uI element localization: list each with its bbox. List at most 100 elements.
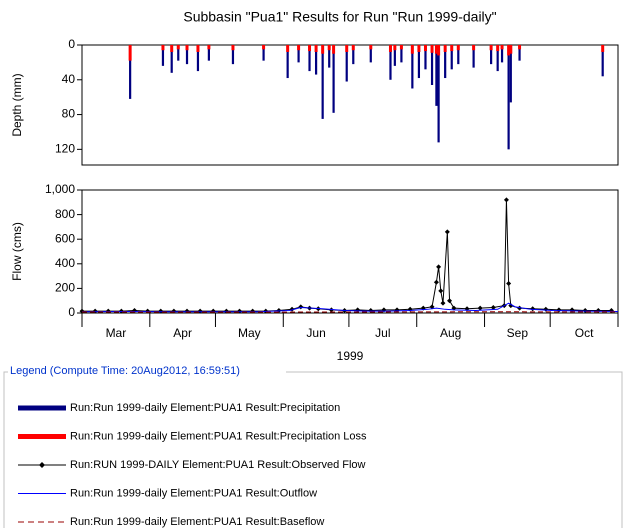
- bar: [417, 45, 421, 79]
- x-tick-label: Mar: [106, 326, 127, 340]
- bar: [369, 45, 372, 63]
- bar: [231, 45, 235, 51]
- bar: [207, 45, 210, 61]
- bar: [286, 45, 289, 79]
- bar: [297, 45, 300, 63]
- x-tick-label: Sep: [507, 326, 529, 340]
- bar: [601, 45, 605, 52]
- point: [444, 229, 450, 235]
- bar: [450, 45, 453, 70]
- bar: [393, 45, 397, 51]
- bar: [177, 45, 180, 61]
- bar: [490, 45, 493, 65]
- point: [436, 264, 442, 270]
- point: [447, 298, 453, 304]
- bar: [351, 45, 355, 51]
- bar: [489, 45, 493, 51]
- legend-title-bg: [8, 364, 286, 378]
- bar: [297, 45, 301, 51]
- y-tick-label: 80: [62, 107, 76, 121]
- bar: [456, 45, 460, 51]
- bar: [507, 45, 511, 56]
- bar: [430, 45, 434, 85]
- bar: [399, 45, 403, 50]
- bar: [369, 45, 373, 50]
- point: [506, 280, 512, 286]
- bar: [393, 45, 396, 66]
- bar: [424, 45, 427, 70]
- bar: [411, 45, 414, 89]
- bar: [185, 45, 189, 65]
- bar: [389, 45, 392, 80]
- legend-label: Run:Run 1999-daily Element:PUA1 Result:B…: [70, 516, 324, 528]
- bar: [472, 45, 476, 51]
- bar: [129, 45, 132, 99]
- legend-box: [3, 371, 623, 528]
- bar: [423, 45, 427, 52]
- bar: [161, 45, 165, 51]
- bar: [345, 45, 349, 52]
- y-tick-label: 0: [68, 305, 75, 319]
- x-axis-label: 1999: [337, 349, 364, 363]
- bar: [434, 45, 438, 54]
- point: [438, 288, 444, 294]
- y-tick-label: 0: [68, 37, 75, 51]
- y-tick-label: 40: [62, 72, 76, 86]
- bar: [435, 45, 438, 106]
- y-tick-label: 120: [55, 142, 75, 156]
- bar: [388, 45, 392, 52]
- bar: [170, 45, 174, 52]
- bar: [509, 45, 513, 54]
- y-tick-label: 800: [55, 207, 75, 221]
- point: [451, 305, 457, 311]
- x-tick-label: Oct: [575, 326, 594, 340]
- y-tick-label: 600: [55, 231, 75, 245]
- bar: [321, 45, 324, 119]
- bar: [161, 45, 165, 66]
- y-axis-label: Depth (mm): [10, 73, 24, 136]
- bar: [328, 45, 331, 68]
- bar: [601, 45, 604, 77]
- bar: [176, 45, 180, 50]
- point: [517, 305, 523, 311]
- bar: [417, 45, 421, 52]
- bar: [500, 45, 504, 63]
- bar: [308, 45, 311, 72]
- bar: [128, 45, 132, 61]
- legend-label: Run:Run 1999-daily Element:PUA1 Result:P…: [70, 402, 340, 414]
- legend-label: Run:Run 1999-daily Element:PUA1 Result:P…: [70, 430, 367, 442]
- point: [440, 300, 446, 306]
- bar: [327, 45, 331, 51]
- point: [490, 304, 496, 310]
- point: [503, 197, 509, 203]
- bar: [345, 45, 348, 82]
- bar: [262, 45, 266, 50]
- y-tick-label: 200: [55, 281, 75, 295]
- bar: [410, 45, 414, 54]
- point: [477, 305, 483, 311]
- bar: [196, 45, 200, 52]
- bar: [314, 45, 318, 75]
- bar: [496, 45, 499, 72]
- bar: [400, 45, 403, 63]
- legend-title: Legend (Compute Time: 20Aug2012, 16:59:5…: [10, 365, 240, 377]
- bar: [500, 45, 504, 50]
- bar: [437, 45, 441, 56]
- point: [433, 279, 439, 285]
- bar: [518, 45, 522, 50]
- bar: [207, 45, 211, 50]
- bar: [286, 45, 290, 52]
- y-tick-label: 1,000: [45, 182, 75, 196]
- bar: [450, 45, 454, 52]
- bar: [308, 45, 312, 52]
- bar: [437, 45, 440, 143]
- bar: [443, 45, 447, 52]
- bar: [262, 45, 265, 61]
- bar: [507, 45, 510, 150]
- bar: [444, 45, 447, 79]
- x-tick-label: Jun: [306, 326, 325, 340]
- bar: [196, 45, 200, 72]
- legend-label: Run:Run 1999-daily Element:PUA1 Result:O…: [70, 487, 317, 499]
- bar: [509, 45, 512, 103]
